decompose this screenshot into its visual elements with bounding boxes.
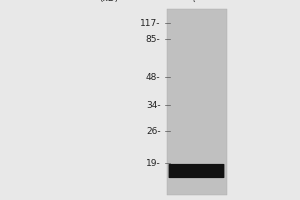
Text: 48-: 48- (146, 72, 160, 82)
Text: 26-: 26- (146, 127, 160, 136)
Bar (167, 9, 226, 195)
Text: 19-: 19- (146, 158, 160, 167)
Text: A549: A549 (190, 0, 213, 3)
Text: 85-: 85- (146, 34, 160, 44)
Text: 34-: 34- (146, 100, 160, 110)
FancyBboxPatch shape (169, 164, 224, 178)
Text: 117-: 117- (140, 19, 160, 27)
Text: (kD): (kD) (99, 0, 119, 3)
